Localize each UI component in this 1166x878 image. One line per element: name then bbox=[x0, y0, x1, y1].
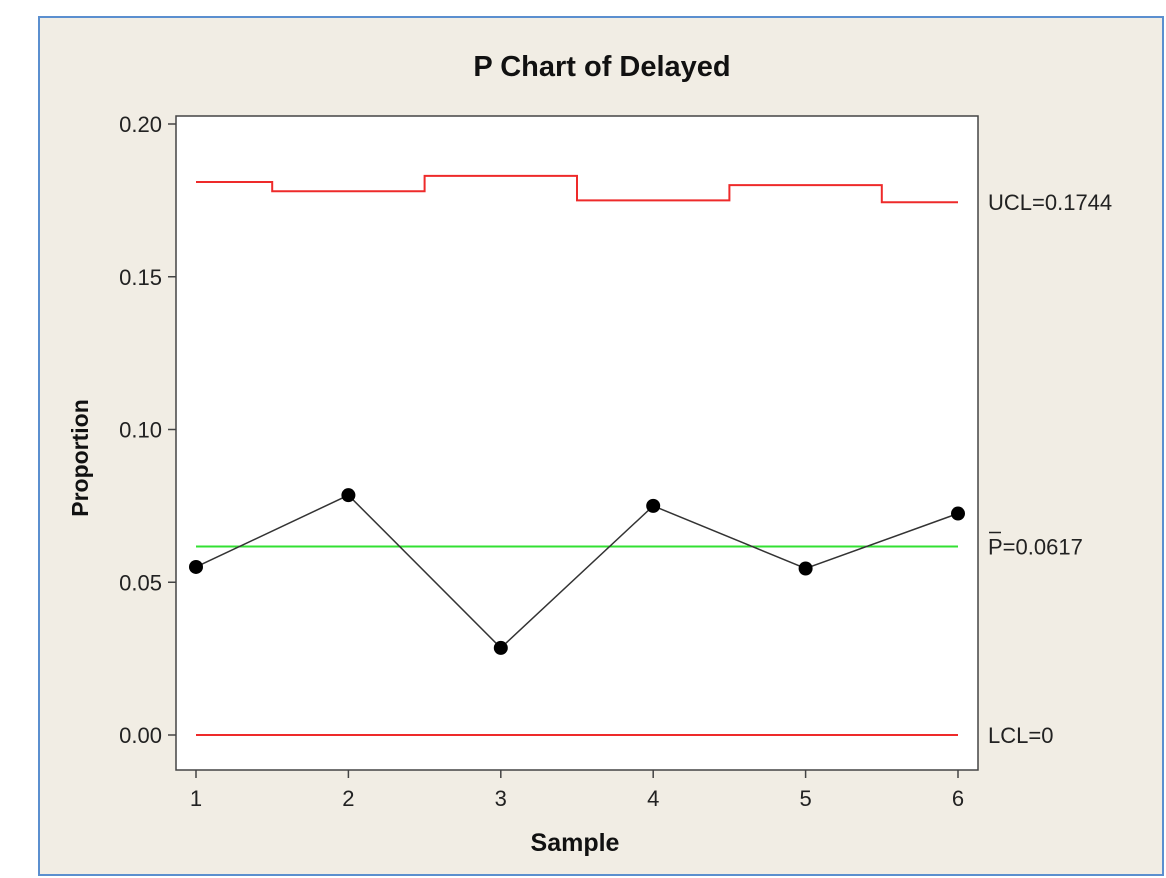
y-tick-label: 0.05 bbox=[119, 570, 162, 595]
y-tick-label: 0.10 bbox=[119, 418, 162, 443]
plot-area bbox=[175, 115, 979, 771]
data-point bbox=[798, 561, 813, 576]
data-point bbox=[951, 506, 965, 521]
x-axis: 1 2 3 4 5 6 bbox=[190, 770, 964, 811]
limit-labels: UCL=0.1744 P=0.0617 LCL=0 bbox=[988, 190, 1112, 748]
ucl-line bbox=[196, 174, 958, 204]
center-line-label: P=0.0617 bbox=[988, 535, 1083, 560]
ucl-layer bbox=[196, 174, 958, 204]
y-tick-label: 0.00 bbox=[119, 723, 162, 748]
y-tick-label: 0.20 bbox=[119, 112, 162, 137]
data-point bbox=[341, 488, 356, 503]
x-tick-label: 1 bbox=[190, 786, 202, 811]
x-tick-label: 2 bbox=[342, 786, 354, 811]
x-tick-label: 4 bbox=[647, 786, 659, 811]
lcl-label: LCL=0 bbox=[988, 723, 1053, 748]
x-tick-label: 3 bbox=[495, 786, 507, 811]
chart-frame: P Chart of Delayed 0.00 0.05 0.10 0.15 0.20 … bbox=[38, 16, 1164, 876]
data-point bbox=[646, 498, 661, 513]
x-tick-label: 6 bbox=[952, 786, 964, 811]
p-chart: P Chart of Delayed 0.000.050.100.150.20 … bbox=[67, 51, 1112, 857]
y-tick-label: 0.15 bbox=[119, 265, 162, 290]
series-layer bbox=[189, 488, 965, 655]
chart-title: P Chart of Delayed bbox=[473, 51, 730, 83]
x-tick-label: 5 bbox=[799, 786, 811, 811]
data-point bbox=[493, 640, 508, 655]
x-axis-label: Sample bbox=[531, 829, 620, 857]
data-point bbox=[189, 559, 203, 574]
y-axis-label: Proportion bbox=[67, 399, 93, 517]
series-line bbox=[195, 494, 959, 649]
ucl-label: UCL=0.1744 bbox=[988, 190, 1112, 215]
y-axis: 0.00 0.05 0.10 0.15 0.20 bbox=[119, 112, 176, 748]
